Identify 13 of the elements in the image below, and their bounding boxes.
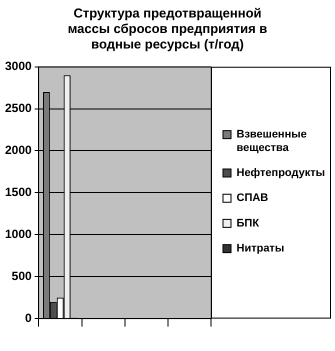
y-tick-label: 2500 <box>4 101 32 116</box>
chart-title: Структура предотвращенной массы сбросов предприятия в водные ресурсы (т/год) <box>68 5 268 52</box>
y-tick-label: 0 <box>25 310 32 325</box>
legend-label: СПАВ <box>236 192 268 204</box>
legend-label: БПК <box>236 217 260 230</box>
y-tick-label: 1000 <box>4 226 32 241</box>
y-tick-label: 3000 <box>4 59 32 74</box>
legend-label: Взвешенные вещества <box>236 128 307 154</box>
y-tick-label: 500 <box>12 268 32 283</box>
y-tick-label: 1500 <box>4 185 32 200</box>
y-tick-label: 2000 <box>4 143 32 158</box>
legend-label: Нефтепродукты <box>236 167 326 180</box>
legend-label: Нитраты <box>236 242 284 255</box>
